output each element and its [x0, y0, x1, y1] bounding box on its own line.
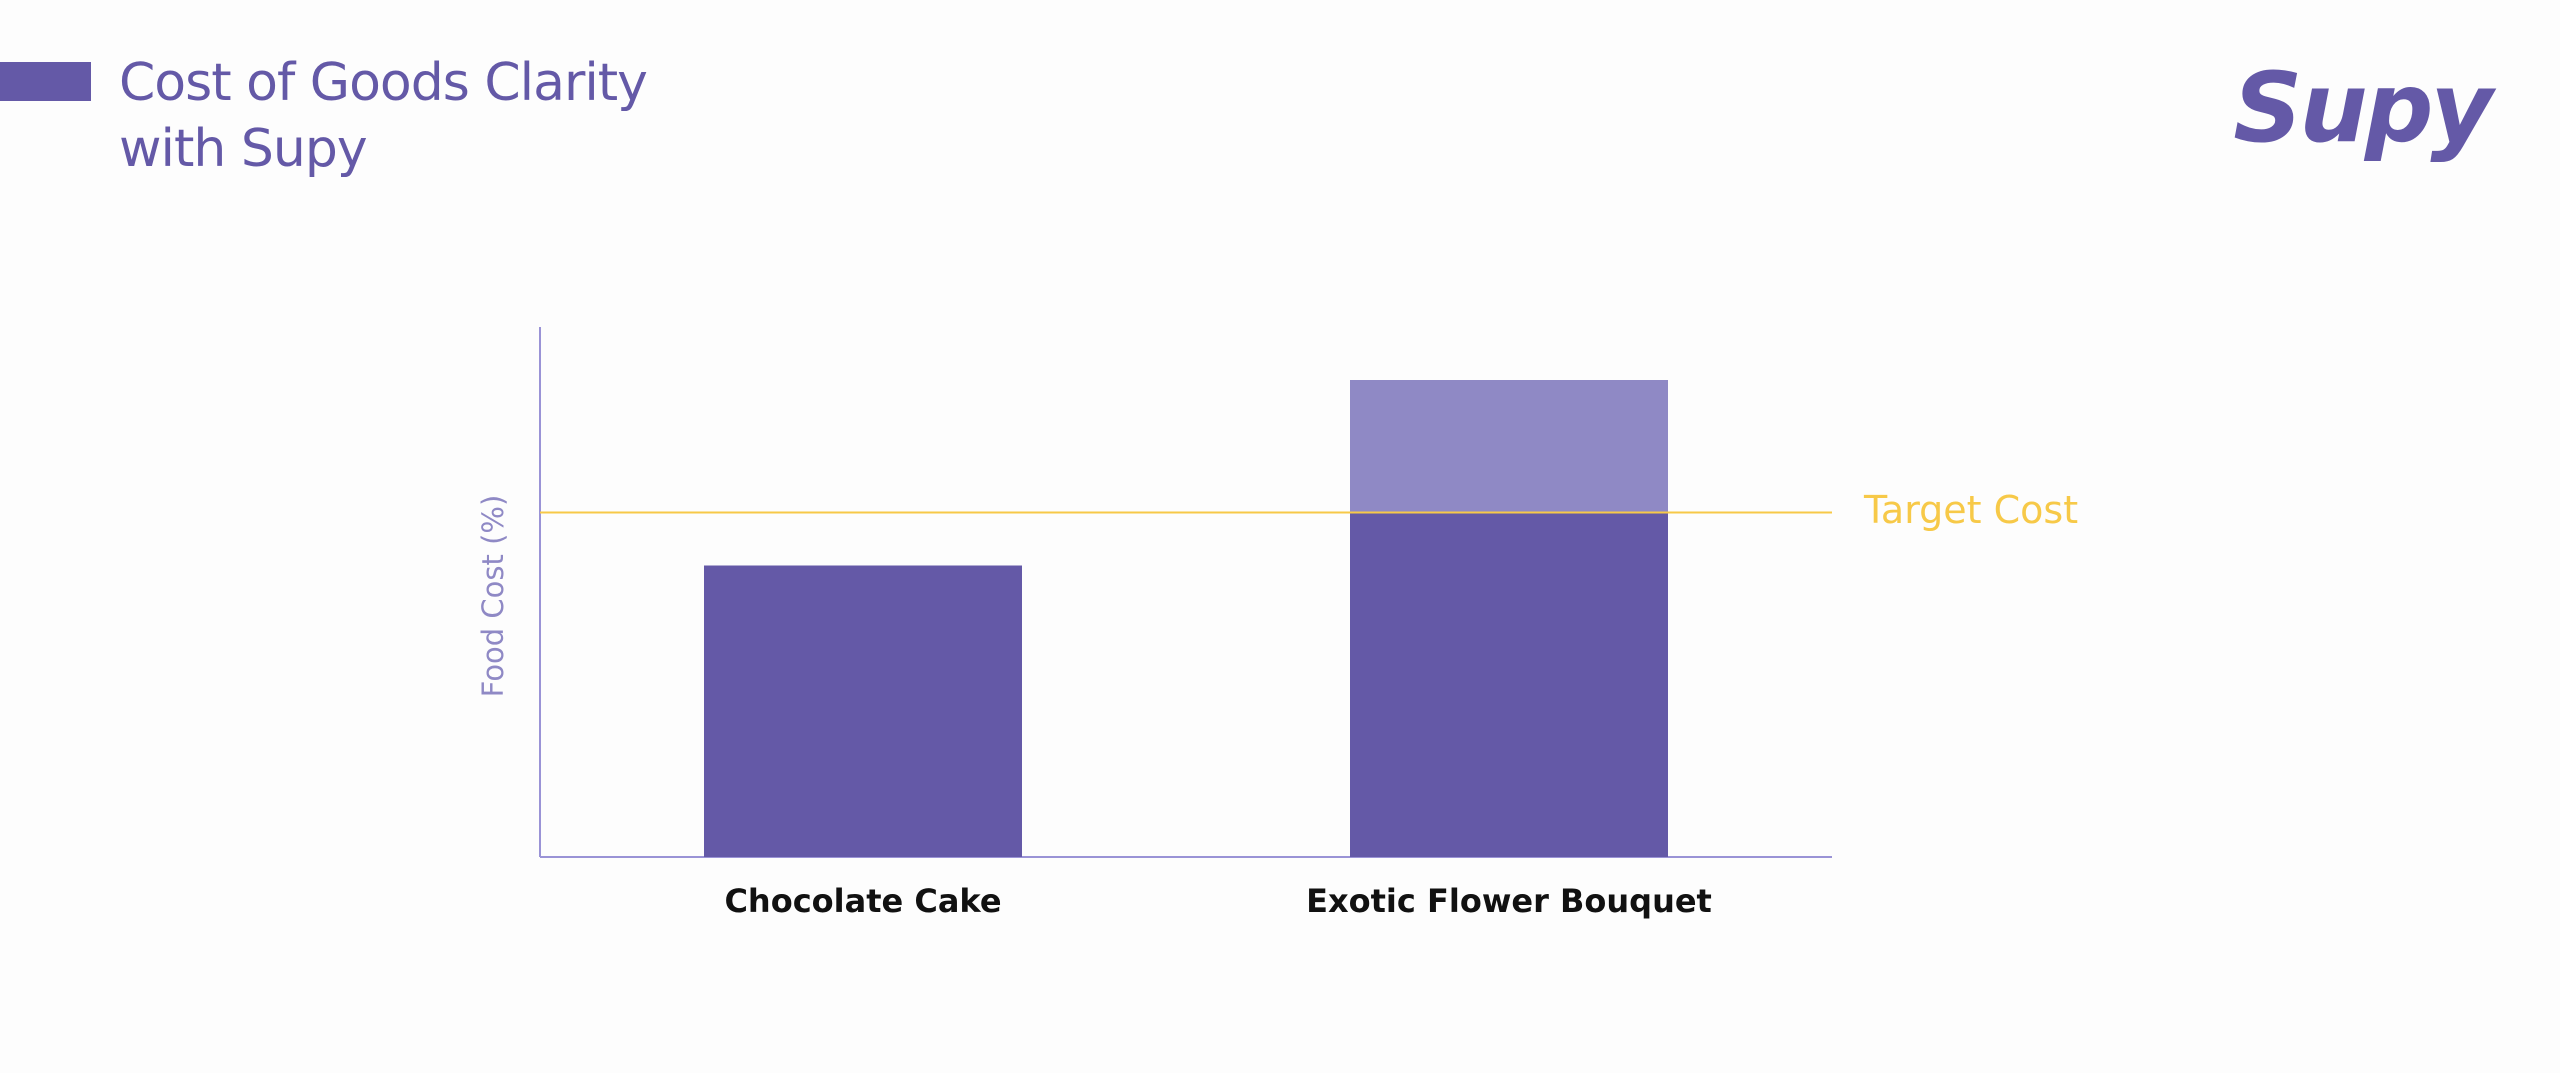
- chart-title: Cost of Goods Clarity with Supy: [119, 53, 648, 179]
- bar: [1350, 512, 1668, 857]
- x-tick-label: Chocolate Cake: [724, 882, 1001, 920]
- bar: [1350, 380, 1668, 513]
- target-label: Target Cost: [1863, 488, 2078, 532]
- bar: [704, 565, 1022, 857]
- title-accent: [0, 62, 91, 101]
- x-tick-label: Exotic Flower Bouquet: [1306, 882, 1712, 920]
- logo: Supy: [2233, 52, 2493, 164]
- y-axis-label: Food Cost (%): [476, 495, 510, 698]
